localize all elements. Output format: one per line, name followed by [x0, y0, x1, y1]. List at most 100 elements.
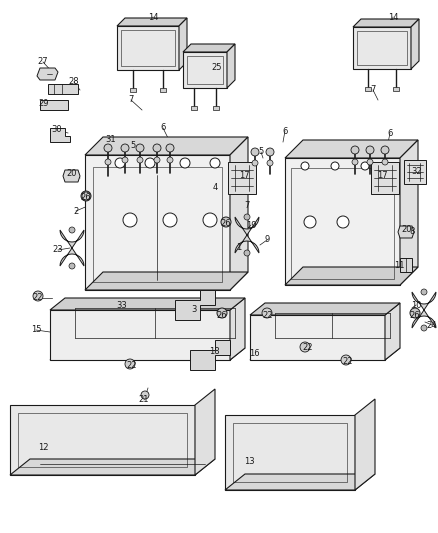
- Polygon shape: [48, 84, 78, 94]
- Circle shape: [221, 217, 231, 227]
- Text: 9: 9: [265, 236, 270, 245]
- Circle shape: [300, 342, 310, 352]
- Polygon shape: [179, 18, 187, 70]
- Circle shape: [137, 157, 143, 163]
- Polygon shape: [353, 27, 411, 69]
- Circle shape: [203, 213, 217, 227]
- Polygon shape: [183, 44, 235, 52]
- Text: 7: 7: [370, 85, 376, 94]
- Circle shape: [381, 146, 389, 154]
- Polygon shape: [85, 272, 248, 290]
- Polygon shape: [230, 298, 245, 360]
- Circle shape: [122, 157, 128, 163]
- Text: 20: 20: [67, 168, 77, 177]
- Polygon shape: [228, 162, 256, 194]
- Polygon shape: [230, 137, 248, 290]
- Text: 6: 6: [387, 128, 393, 138]
- Polygon shape: [353, 19, 419, 27]
- Text: 2: 2: [74, 206, 79, 215]
- Circle shape: [244, 250, 250, 256]
- Circle shape: [82, 192, 90, 200]
- Polygon shape: [400, 258, 412, 272]
- Circle shape: [105, 159, 111, 165]
- Polygon shape: [175, 290, 215, 320]
- Text: 17: 17: [239, 171, 249, 180]
- Circle shape: [331, 162, 339, 170]
- Circle shape: [301, 162, 309, 170]
- Polygon shape: [250, 315, 385, 360]
- Text: 30: 30: [52, 125, 62, 134]
- Text: 23: 23: [53, 246, 64, 254]
- Polygon shape: [235, 217, 259, 253]
- Polygon shape: [85, 137, 248, 155]
- Text: 22: 22: [33, 294, 43, 303]
- Circle shape: [81, 191, 91, 201]
- Text: 26: 26: [217, 311, 227, 319]
- Text: 11: 11: [394, 261, 404, 270]
- Circle shape: [69, 263, 75, 269]
- Circle shape: [367, 159, 373, 165]
- Text: 8: 8: [410, 227, 415, 236]
- Text: 5: 5: [258, 148, 264, 157]
- Text: 7: 7: [128, 95, 134, 104]
- Circle shape: [104, 144, 112, 152]
- Polygon shape: [40, 100, 68, 110]
- Circle shape: [136, 144, 144, 152]
- Circle shape: [166, 144, 174, 152]
- Polygon shape: [37, 68, 58, 80]
- Text: 4: 4: [212, 183, 218, 192]
- Polygon shape: [393, 87, 399, 91]
- Text: 3: 3: [191, 305, 197, 314]
- Polygon shape: [411, 19, 419, 69]
- Polygon shape: [191, 106, 197, 110]
- Circle shape: [304, 216, 316, 228]
- Circle shape: [251, 148, 259, 156]
- Polygon shape: [400, 140, 418, 285]
- Polygon shape: [60, 230, 84, 266]
- Circle shape: [210, 158, 220, 168]
- Polygon shape: [10, 459, 215, 475]
- Text: 17: 17: [377, 171, 387, 180]
- Text: 28: 28: [69, 77, 79, 86]
- Text: 13: 13: [244, 456, 254, 465]
- Circle shape: [153, 144, 161, 152]
- Circle shape: [217, 308, 227, 318]
- Circle shape: [115, 158, 125, 168]
- Circle shape: [33, 291, 43, 301]
- Polygon shape: [250, 348, 400, 360]
- Polygon shape: [195, 389, 215, 475]
- Circle shape: [351, 146, 359, 154]
- Circle shape: [262, 308, 272, 318]
- Text: 29: 29: [39, 100, 49, 109]
- Polygon shape: [285, 140, 418, 158]
- Text: 6: 6: [160, 124, 166, 133]
- Polygon shape: [63, 170, 80, 182]
- Text: 20: 20: [402, 225, 412, 235]
- Polygon shape: [285, 158, 400, 285]
- Polygon shape: [225, 415, 355, 490]
- Polygon shape: [285, 267, 418, 285]
- Polygon shape: [404, 160, 426, 184]
- Text: 26: 26: [221, 220, 231, 229]
- Text: 16: 16: [249, 349, 259, 358]
- Circle shape: [421, 289, 427, 295]
- Text: 32: 32: [412, 167, 422, 176]
- Circle shape: [421, 325, 427, 331]
- Text: 15: 15: [31, 326, 41, 335]
- Text: 21: 21: [139, 395, 149, 405]
- Polygon shape: [50, 298, 245, 310]
- Circle shape: [337, 216, 349, 228]
- Polygon shape: [365, 87, 371, 91]
- Circle shape: [121, 144, 129, 152]
- Circle shape: [167, 157, 173, 163]
- Polygon shape: [385, 303, 400, 360]
- Polygon shape: [10, 405, 195, 475]
- Text: 22: 22: [303, 343, 313, 351]
- Text: 14: 14: [388, 12, 398, 21]
- Circle shape: [69, 227, 75, 233]
- Circle shape: [382, 159, 388, 165]
- Polygon shape: [130, 88, 136, 92]
- Polygon shape: [250, 303, 400, 315]
- Circle shape: [352, 159, 358, 165]
- Text: 22: 22: [127, 361, 137, 370]
